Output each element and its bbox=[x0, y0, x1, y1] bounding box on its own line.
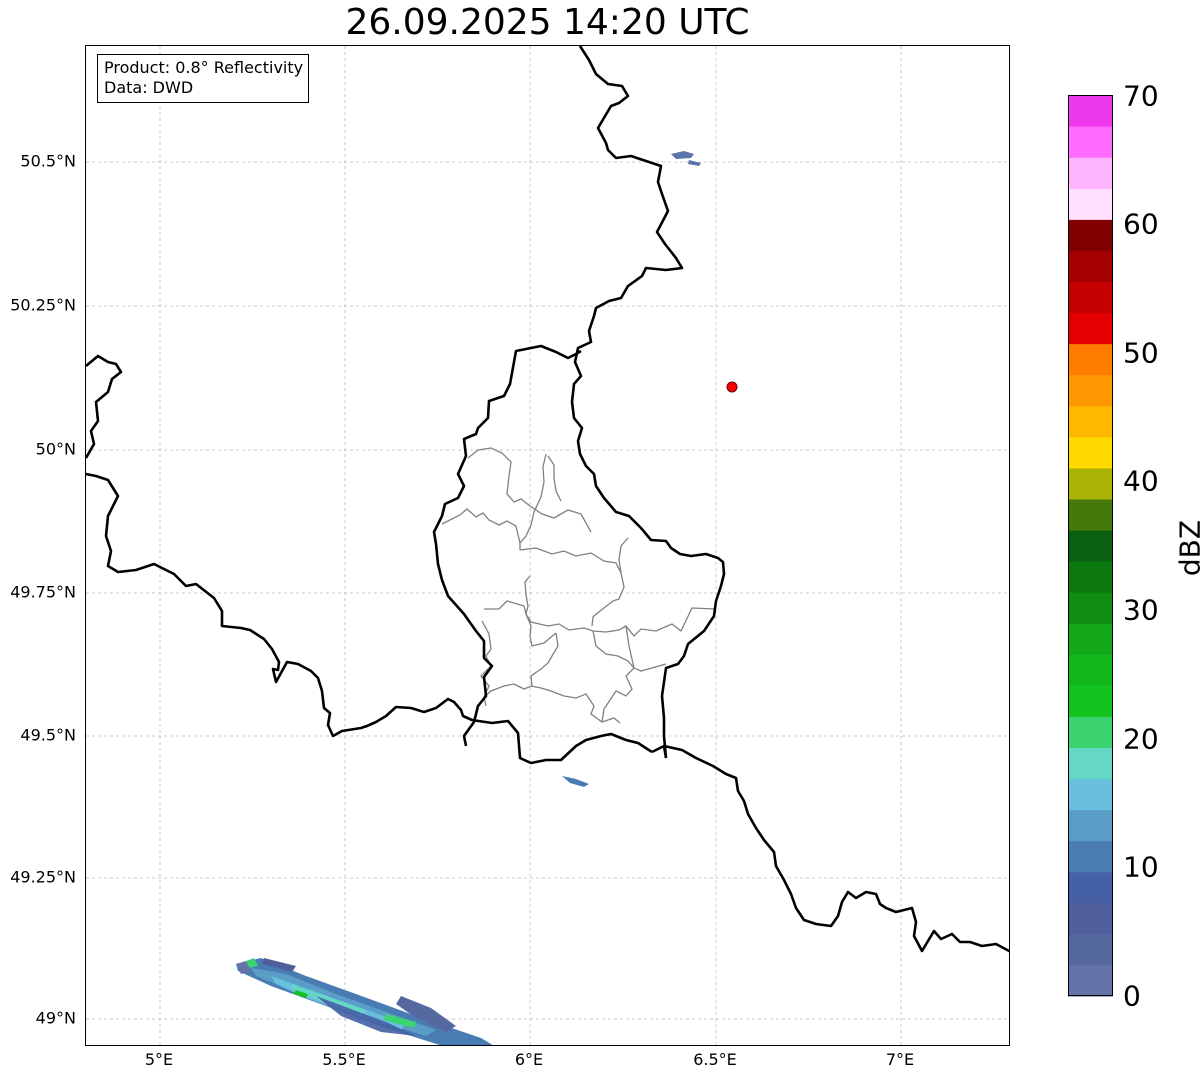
lat-tick-label: 49.75°N bbox=[10, 582, 76, 602]
admin-boundaries bbox=[441, 447, 717, 724]
lon-tick-label: 7°E bbox=[885, 1050, 915, 1069]
colorbar-segment bbox=[1068, 716, 1113, 749]
colorbar-segment bbox=[1068, 95, 1113, 127]
colorbar-segment bbox=[1068, 871, 1113, 904]
colorbar-tick-label: 70 bbox=[1123, 79, 1159, 113]
lat-tick-label: 50°N bbox=[35, 439, 76, 459]
colorbar-segment bbox=[1068, 964, 1113, 997]
map-title: 26.09.2025 14:20 UTC bbox=[345, 2, 750, 43]
colorbar-segment bbox=[1068, 312, 1113, 345]
colorbar-segment bbox=[1068, 405, 1113, 438]
gridlines bbox=[86, 46, 1009, 1045]
colorbar-segment bbox=[1068, 126, 1113, 158]
colorbar-segment bbox=[1068, 809, 1113, 842]
radar-echo-north bbox=[671, 151, 701, 166]
colorbar-segment bbox=[1068, 219, 1113, 251]
colorbar-border bbox=[1068, 95, 1113, 996]
colorbar-segment bbox=[1068, 592, 1113, 624]
colorbar-tick-label: 20 bbox=[1123, 722, 1159, 756]
colorbar-segment bbox=[1068, 561, 1113, 593]
colorbar-segment bbox=[1068, 436, 1113, 469]
lat-tick-label: 49.5°N bbox=[20, 725, 76, 745]
radar-site-marker[interactable] bbox=[726, 381, 738, 393]
colorbar-tick-label: 30 bbox=[1123, 593, 1159, 627]
colorbar-segment bbox=[1068, 933, 1113, 966]
map-canvas bbox=[86, 46, 1009, 1045]
lon-tick-label: 5.5°E bbox=[322, 1050, 366, 1069]
radar-map[interactable] bbox=[85, 45, 1010, 1046]
colorbar-segment bbox=[1068, 188, 1113, 220]
colorbar-segment bbox=[1068, 343, 1113, 376]
lat-tick-label: 50.5°N bbox=[20, 151, 76, 171]
colorbar-tick-label: 40 bbox=[1123, 464, 1159, 498]
colorbar-segment bbox=[1068, 902, 1113, 935]
product-info-box: Product: 0.8° Reflectivity Data: DWD bbox=[97, 54, 310, 103]
colorbar-segment bbox=[1068, 778, 1113, 811]
colorbar-tick-label: 60 bbox=[1123, 207, 1159, 241]
data-source-label: Data: DWD bbox=[104, 78, 194, 97]
colorbar-segment bbox=[1068, 623, 1113, 655]
colorbar-segment bbox=[1068, 840, 1113, 873]
colorbar-tick-label: 0 bbox=[1123, 979, 1141, 1013]
lat-tick-label: 49.25°N bbox=[10, 867, 76, 887]
product-label: Product: 0.8° Reflectivity bbox=[104, 58, 304, 77]
lat-tick-label: 50.25°N bbox=[10, 295, 76, 315]
lon-tick-label: 5°E bbox=[144, 1050, 174, 1069]
colorbar-tick-label: 50 bbox=[1123, 336, 1159, 370]
colorbar-segment bbox=[1068, 157, 1113, 189]
lat-tick-label: 49°N bbox=[35, 1008, 76, 1028]
colorbar-segment bbox=[1068, 374, 1113, 407]
colorbar-segment bbox=[1068, 467, 1113, 500]
colorbar bbox=[1068, 95, 1113, 997]
colorbar-segment bbox=[1068, 498, 1113, 531]
colorbar-segment bbox=[1068, 654, 1113, 686]
colorbar-segment bbox=[1068, 281, 1113, 314]
radar-echo-southwest bbox=[236, 958, 493, 1045]
lon-tick-label: 6.5°E bbox=[693, 1050, 737, 1069]
colorbar-segment bbox=[1068, 685, 1113, 717]
lon-tick-label: 6°E bbox=[514, 1050, 544, 1069]
colorbar-segment bbox=[1068, 747, 1113, 780]
country-borders bbox=[86, 46, 1009, 953]
colorbar-segment bbox=[1068, 250, 1113, 283]
colorbar-unit-label: dBZ bbox=[1173, 519, 1202, 577]
colorbar-segment bbox=[1068, 529, 1113, 562]
radar-echo-center bbox=[562, 776, 589, 787]
colorbar-tick-label: 10 bbox=[1123, 850, 1159, 884]
